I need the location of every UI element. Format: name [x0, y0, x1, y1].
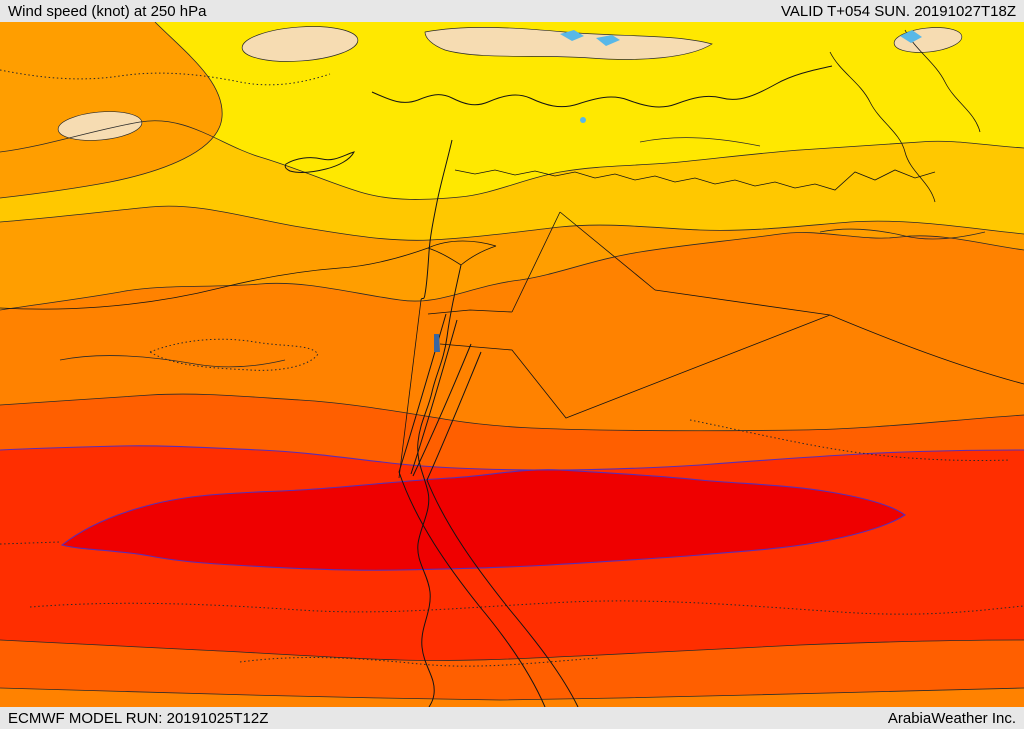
lake-turkey-1 [560, 30, 584, 41]
border-jordan-saudi [439, 314, 831, 419]
dotted-bottom [239, 657, 601, 667]
dotted-depression [148, 338, 319, 371]
geography-lines [0, 29, 1024, 707]
nile-river [417, 264, 462, 707]
contour-amber-boundary [0, 232, 1024, 311]
gulf-of-suez [398, 313, 458, 475]
border-jordan-iraq [511, 211, 561, 313]
dotted-saudi [689, 419, 1011, 461]
contour-wiggle-gold [639, 137, 761, 147]
border-syria-jordan [427, 309, 513, 315]
header-bar: Wind speed (knot) at 250 hPa VALID T+054… [0, 0, 1024, 22]
dotted-mid-south [29, 600, 1024, 615]
contour-gold-boundary [0, 205, 1024, 241]
tigris-river [904, 29, 981, 133]
cyprus-island [284, 151, 355, 173]
gulf-of-aqaba [412, 343, 482, 481]
contour-yellow-boundary [0, 120, 1024, 200]
model-run-label: ECMWF MODEL RUN: 20191025T12Z [8, 709, 269, 727]
valid-time-label: VALID T+054 SUN. 20191027T18Z [780, 2, 1016, 20]
levant-coastline [420, 139, 453, 301]
nile-delta [427, 240, 497, 266]
contour-bottom-orange-boundary [0, 687, 1024, 701]
lake-van [900, 30, 922, 43]
red-sea-west-coast [398, 471, 546, 707]
border-iraq-west [654, 289, 831, 316]
attribution-label: ArabiaWeather Inc. [887, 709, 1016, 727]
dotted-core-west [0, 541, 61, 545]
border-iraq-saudi [829, 314, 1024, 385]
footer-bar: ECMWF MODEL RUN: 20191025T12Z ArabiaWeat… [0, 707, 1024, 729]
lake-turkey-2 [596, 35, 620, 46]
contour-red-boundary [0, 445, 1024, 471]
dotted-lines [0, 69, 1024, 667]
patch-cream-1 [241, 26, 359, 62]
contour-wiggle-left [59, 355, 286, 368]
border-syria-iraq [559, 211, 656, 291]
euphrates-river [829, 51, 936, 203]
dead-sea [434, 334, 440, 352]
patch-cream-2 [424, 27, 713, 60]
band-deep-red-core [60, 469, 906, 571]
band-bottom-orange [0, 688, 1024, 707]
contour-corner-boundary [0, 22, 223, 199]
egypt-north-coast [0, 247, 429, 310]
patch-pale-left [57, 111, 143, 141]
red-sea-east-coast [426, 479, 579, 707]
border-egypt-israel [398, 299, 422, 479]
wind-speed-bands [0, 22, 1024, 707]
wind-speed-map [0, 22, 1024, 707]
turkey-coastline [371, 65, 833, 108]
contour-lines [0, 22, 1024, 701]
contour-bottom-redorange-boundary [0, 639, 1024, 661]
band-corner-amber [0, 22, 223, 198]
band-bottom-red-orange [0, 640, 1024, 707]
band-yellow [0, 22, 1024, 200]
map-title: Wind speed (knot) at 250 hPa [8, 2, 207, 20]
contour-wiggle-right [819, 228, 986, 240]
lake-small [580, 117, 586, 123]
border-turkey-syria [454, 169, 936, 191]
contour-redorange-boundary [0, 393, 1024, 432]
